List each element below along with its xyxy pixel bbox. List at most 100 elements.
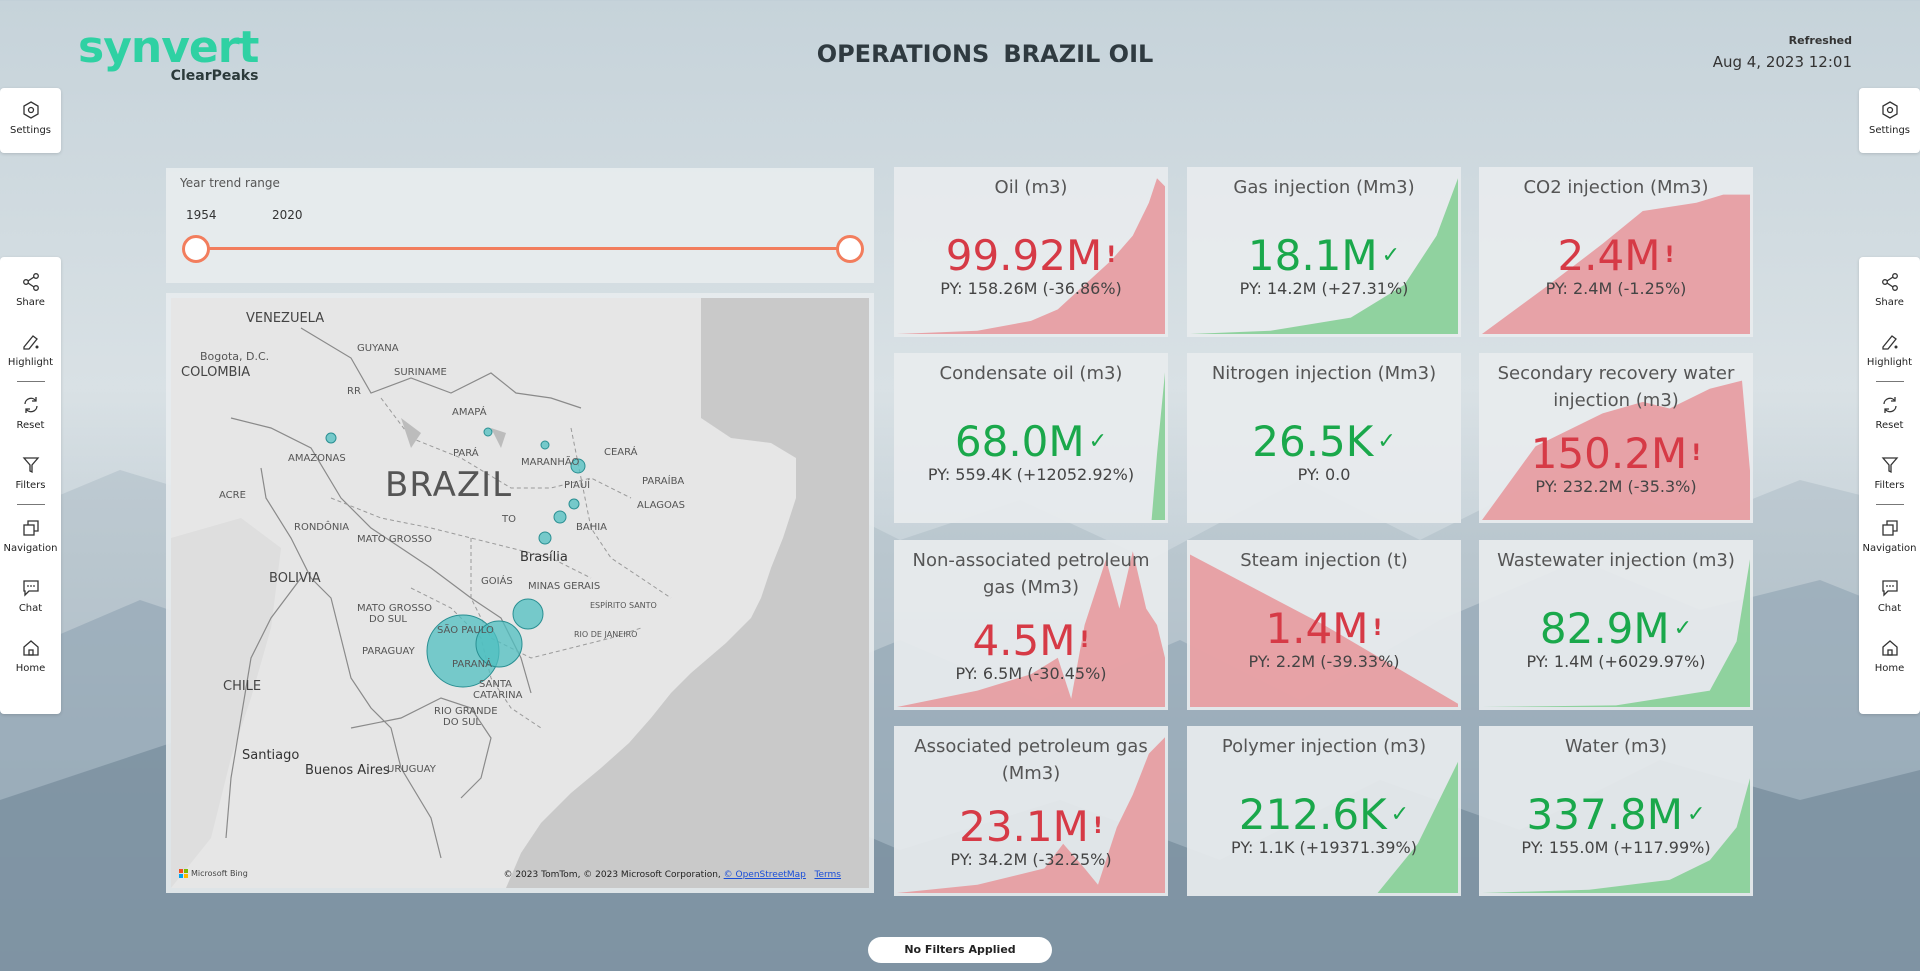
osm-link[interactable]: © OpenStreetMap: [723, 870, 806, 880]
kpi-status-icon: ✓: [1687, 802, 1706, 827]
production-site-bubble[interactable]: [570, 458, 586, 474]
kpi-value-number: 68.0M: [954, 417, 1085, 466]
production-site-bubble[interactable]: [475, 620, 523, 668]
reset-button-right[interactable]: Reset: [1860, 383, 1920, 443]
map-label-bahia: BAHIA: [576, 522, 608, 533]
map-label-santa-1: SANTA: [479, 679, 513, 690]
kpi-status-icon: !: [1079, 628, 1090, 653]
reset-button-left[interactable]: Reset: [1, 383, 61, 443]
kpi-card-secondary-recovery[interactable]: Secondary recovery water injection (m3) …: [1479, 353, 1753, 523]
slicer-end-input[interactable]: 2020: [272, 208, 303, 222]
settings-label: Settings: [9, 125, 51, 136]
bing-label: Microsoft Bing: [191, 869, 248, 878]
kpi-prior-year: PY: 158.26M (-36.86%): [940, 279, 1122, 298]
map-label-espirito: ESPÍRITO SANTO: [590, 601, 657, 610]
production-site-bubble[interactable]: [568, 498, 580, 510]
home-button-left[interactable]: Home: [1, 626, 61, 686]
kpi-card-condensate-oil[interactable]: Condensate oil (m3) 68.0M ✓ PY: 559.4K (+…: [894, 353, 1168, 523]
slicer-start-input[interactable]: 1954: [186, 208, 217, 222]
highlight-button-left[interactable]: Highlight: [1, 320, 61, 380]
production-site-bubble[interactable]: [512, 598, 544, 630]
kpi-status-icon: ✓: [1673, 616, 1693, 641]
kpi-value-number: 82.9M: [1539, 604, 1670, 653]
slicer-end-handle[interactable]: [836, 235, 864, 263]
chat-icon: [22, 580, 39, 597]
chat-label: Chat: [1877, 603, 1902, 614]
kpi-card-steam-injection[interactable]: Steam injection (t) 1.4M! PY: 2.2M (-39.…: [1187, 540, 1461, 710]
kpi-status-icon: ✓: [1381, 243, 1401, 268]
slicer-start-handle[interactable]: [182, 235, 210, 263]
share-button-right[interactable]: Share: [1860, 260, 1920, 320]
kpi-value-number: 2.4M: [1557, 231, 1661, 280]
kpi-prior-year: PY: 232.2M (-35.3%): [1535, 477, 1697, 496]
highlight-button-right[interactable]: Highlight: [1860, 320, 1920, 380]
share-label: Share: [16, 297, 45, 308]
home-button-right[interactable]: Home: [1860, 626, 1920, 686]
sparkline-area: [1190, 761, 1458, 893]
highlight-label: Highlight: [7, 357, 54, 368]
kpi-status-icon: !: [1106, 243, 1117, 268]
kpi-value: 1.4M!: [1187, 606, 1461, 652]
navigation-icon: [22, 520, 39, 536]
share-button-left[interactable]: Share: [1, 260, 61, 320]
kpi-card-non-associated-gas[interactable]: Non-associated petroleum gas (Mm3) 4.5M!…: [894, 540, 1168, 710]
chat-button-left[interactable]: Chat: [1, 566, 61, 626]
kpi-value-number: 23.1M: [959, 802, 1089, 851]
map-label-rondonia: RONDÔNIA: [294, 522, 350, 533]
map-label-minas: MINAS GERAIS: [528, 581, 601, 592]
kpi-sparkline: [897, 178, 1165, 334]
filters-button-left[interactable]: Filters: [1, 443, 61, 503]
toolbar-divider: [1875, 504, 1904, 505]
left-toolbar: Share Highlight Reset Filters Navigation…: [0, 257, 61, 714]
terms-link[interactable]: Terms: [814, 870, 841, 880]
kpi-sparkline: [1482, 380, 1750, 520]
filters-status-button[interactable]: No Filters Applied: [868, 937, 1052, 963]
kpi-card-co2-injection[interactable]: CO2 injection (Mm3) 2.4M! PY: 2.4M (-1.2…: [1479, 167, 1753, 337]
settings-button-right[interactable]: Settings: [1860, 88, 1920, 148]
kpi-card-gas-injection[interactable]: Gas injection (Mm3) 18.1M ✓ PY: 14.2M (+2…: [1187, 167, 1461, 337]
kpi-card-associated-gas[interactable]: Associated petroleum gas (Mm3) 23.1M! PY…: [894, 726, 1168, 896]
navigation-button-left[interactable]: Navigation: [1, 506, 61, 566]
settings-button-left[interactable]: Settings: [1, 88, 61, 148]
kpi-sparkline: [1482, 559, 1750, 707]
kpi-value-number: 18.1M: [1247, 231, 1378, 280]
kpi-card-nitrogen-injection[interactable]: Nitrogen injection (Mm3) 26.5K ✓ PY: 0.0: [1187, 353, 1461, 523]
kpi-title: Associated petroleum gas (Mm3): [914, 736, 1148, 784]
sparkline-area: [897, 737, 1165, 893]
chat-button-right[interactable]: Chat: [1860, 566, 1920, 626]
kpi-value: 68.0M ✓: [894, 419, 1168, 465]
kpi-sparkline: [1190, 761, 1458, 893]
map-canvas[interactable]: VENEZUELA Bogota, D.C. COLOMBIA GUYANA S…: [171, 298, 869, 888]
production-site-bubble[interactable]: [553, 510, 567, 524]
settings-label: Settings: [1868, 125, 1910, 136]
production-site-bubble[interactable]: [538, 531, 552, 545]
kpi-card-oil[interactable]: Oil (m3) 99.92M! PY: 158.26M (-36.86%): [894, 167, 1168, 337]
production-site-bubble[interactable]: [325, 432, 337, 444]
kpi-card-polymer-injection[interactable]: Polymer injection (m3) 212.6K ✓ PY: 1.1K …: [1187, 726, 1461, 896]
map-label-santiago: Santiago: [242, 748, 300, 763]
map-label-rr: RR: [347, 386, 361, 397]
production-site-bubble[interactable]: [540, 440, 550, 450]
share-icon: [22, 273, 39, 291]
bing-logo: Microsoft Bing: [179, 869, 248, 878]
right-toolbar: Share Highlight Reset Filters Navigation…: [1859, 257, 1920, 714]
kpi-value-number: 26.5K: [1252, 417, 1374, 466]
kpi-sparkline: [1482, 194, 1750, 334]
kpi-prior-year: PY: 14.2M (+27.31%): [1239, 279, 1409, 298]
filters-button-right[interactable]: Filters: [1860, 443, 1920, 503]
kpi-card-water[interactable]: Water (m3) 337.8M ✓ PY: 155.0M (+117.99%): [1479, 726, 1753, 896]
map-label-bolivia: BOLIVIA: [269, 571, 321, 586]
kpi-title: Steam injection (t): [1240, 550, 1408, 571]
sparkline-area: [1190, 554, 1458, 707]
map-label-goias: GOIÁS: [481, 576, 513, 587]
production-site-bubble[interactable]: [483, 427, 493, 437]
slicer-track[interactable]: [196, 247, 850, 250]
kpi-title: Gas injection (Mm3): [1233, 177, 1415, 198]
kpi-title: Water (m3): [1565, 736, 1667, 757]
map-bubbles: [325, 427, 586, 688]
kpi-prior-year: PY: 1.1K (+19371.39%): [1231, 838, 1417, 857]
navigation-button-right[interactable]: Navigation: [1860, 506, 1920, 566]
map-label-mato-grosso: MATO GROSSO: [357, 534, 432, 545]
refreshed-label: Refreshed: [1788, 34, 1852, 47]
kpi-card-wastewater-injection[interactable]: Wastewater injection (m3) 82.9M ✓ PY: 1.4…: [1479, 540, 1753, 710]
